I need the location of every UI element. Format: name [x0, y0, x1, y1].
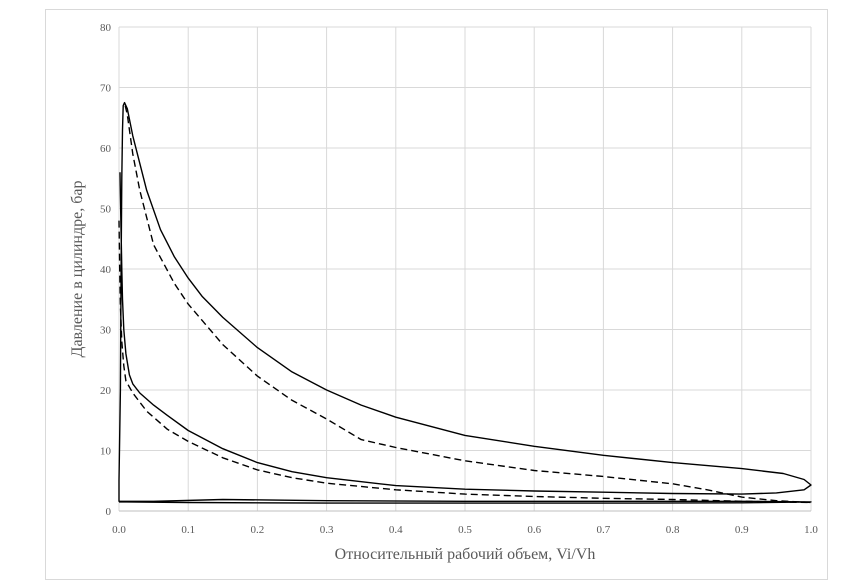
y-tick-label: 30: [100, 325, 112, 337]
y-tick-label: 20: [100, 385, 112, 397]
x-tick-label: 0.9: [735, 524, 749, 536]
series-solid-line: [118, 101, 812, 504]
y-axis-title: Давление в цилиндре, бар: [69, 181, 86, 358]
x-tick-label: 0.0: [112, 524, 126, 536]
series-dashed-line: [118, 102, 812, 504]
y-tick-label: 40: [100, 264, 112, 276]
y-tick-label: 70: [100, 83, 112, 95]
x-tick-label: 1.0: [804, 524, 818, 536]
x-tick-label: 0.4: [389, 524, 403, 536]
x-tick-label: 0.6: [527, 524, 541, 536]
y-tick-label: 80: [100, 22, 112, 34]
x-tick-label: 0.7: [597, 524, 611, 536]
gridlines: [118, 26, 812, 511]
x-tick-labels: 0.0 0.1 0.2 0.3 0.4 0.5 0.6 0.7 0.8 0.9 1.0: [112, 524, 818, 536]
x-tick-label: 0.3: [320, 524, 334, 536]
x-tick-label: 0.2: [251, 524, 265, 536]
y-tick-labels: 0 10 20 30 40 50 60 70 80: [100, 22, 112, 518]
x-tick-label: 0.1: [181, 524, 195, 536]
y-tick-label: 10: [100, 446, 112, 458]
x-axis-title: Относительный рабочий объем, Vi/Vh: [335, 546, 596, 563]
data-series: [118, 101, 812, 504]
y-tick-label: 0: [106, 506, 112, 518]
x-tick-label: 0.5: [458, 524, 472, 536]
chart-frame: 0 10 20 30 40 50 60 70 80 0.0 0.1 0.2 0.3 0.4 0.5 0.6 0…: [45, 9, 828, 580]
y-tick-label: 60: [100, 143, 112, 155]
x-tick-label: 0.8: [666, 524, 680, 536]
y-tick-label: 50: [100, 204, 112, 216]
